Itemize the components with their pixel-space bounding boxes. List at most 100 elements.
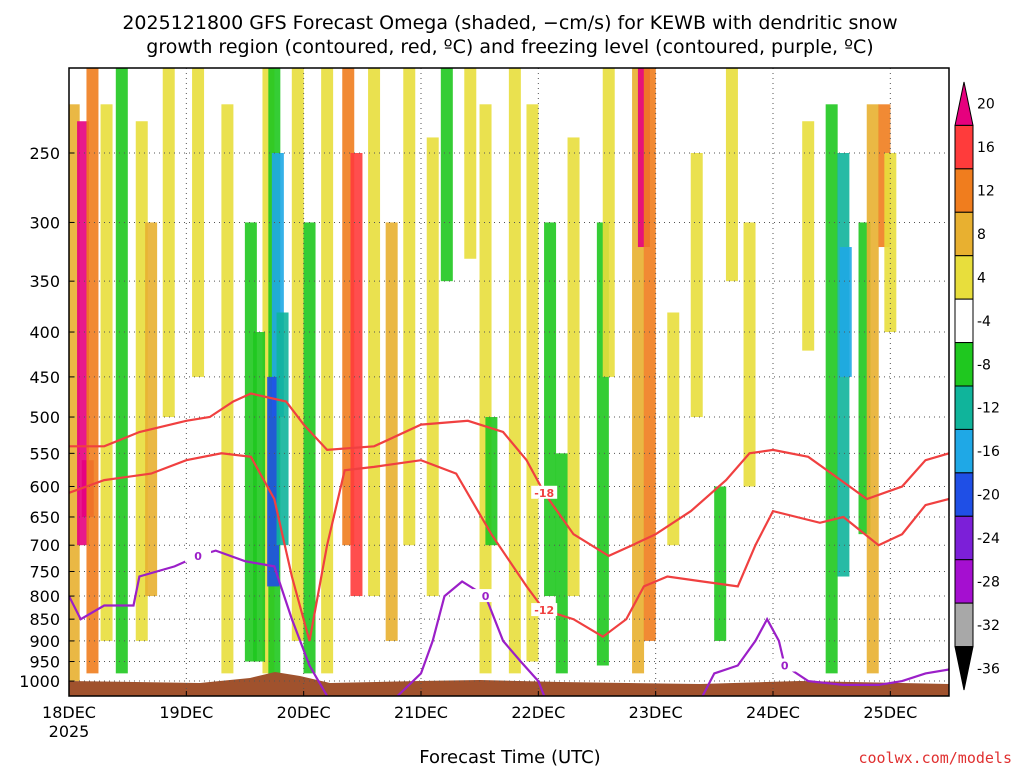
credit-text: coolwx.com/models bbox=[858, 749, 1012, 767]
contour-label-3: 0 bbox=[482, 590, 490, 603]
contours: -18 -12 0 0 0 bbox=[69, 392, 949, 696]
colorbar-swatch-10 bbox=[954, 515, 974, 561]
x-tick-label-21DEC: 21DEC bbox=[394, 703, 448, 722]
terrain-surface bbox=[69, 672, 949, 696]
y-tick-label-600: 600 bbox=[29, 477, 60, 496]
omega-column-47 bbox=[825, 104, 838, 674]
omega-column-43 bbox=[714, 486, 727, 641]
omega-column-32 bbox=[526, 104, 539, 662]
y-tick-label-650: 650 bbox=[29, 508, 60, 527]
y-tick-label-350: 350 bbox=[29, 272, 60, 291]
y-tick-label-300: 300 bbox=[29, 213, 60, 232]
omega-column-40 bbox=[643, 68, 656, 641]
colorbar-label-13: -36 bbox=[977, 661, 1000, 677]
colorbar-label-8: -16 bbox=[977, 444, 1000, 460]
colorbar-label-4: 4 bbox=[977, 270, 986, 286]
contour-label-0: -18 bbox=[534, 487, 554, 500]
contour-label-bg-2 bbox=[185, 548, 212, 562]
colorbar-swatch-0 bbox=[954, 81, 974, 126]
x-tick-label-22DEC: 22DEC bbox=[511, 703, 565, 722]
omega-column-49 bbox=[839, 247, 852, 377]
colorbar-label-11: -28 bbox=[977, 574, 1000, 590]
colorbar-label-6: -8 bbox=[977, 357, 991, 373]
contour-1 bbox=[69, 452, 949, 642]
colorbar-swatch-11 bbox=[954, 559, 974, 604]
omega-column-20 bbox=[321, 68, 334, 674]
omega-column-45 bbox=[743, 222, 756, 487]
colorbar-label-0: 20 bbox=[977, 97, 995, 113]
omega-column-24 bbox=[385, 222, 398, 641]
omega-column-6 bbox=[135, 121, 148, 641]
contour-label-bg-3 bbox=[472, 589, 499, 603]
plot-frame bbox=[68, 67, 950, 697]
omega-column-41 bbox=[667, 312, 680, 546]
x-year-label: 2025 bbox=[49, 722, 90, 741]
omega-column-35 bbox=[567, 137, 580, 597]
omega-column-0 bbox=[69, 104, 80, 682]
contour-label-bg-0 bbox=[531, 485, 558, 499]
contour-0 bbox=[69, 392, 949, 558]
y-tick-label-900: 900 bbox=[29, 632, 60, 651]
omega-column-31 bbox=[508, 68, 521, 674]
y-tick-label-750: 750 bbox=[29, 562, 60, 581]
y-tick-label-500: 500 bbox=[29, 408, 60, 427]
y-axis: 250 300 350 400 450 500 550 600 650 700 750 800 850 9… bbox=[19, 144, 74, 691]
colorbar-swatch-13 bbox=[954, 646, 974, 691]
plot-area: -18 -12 0 0 0 bbox=[69, 68, 949, 696]
omega-column-27 bbox=[440, 68, 453, 282]
omega-column-16 bbox=[267, 376, 280, 587]
x-tick-label-23DEC: 23DEC bbox=[629, 703, 683, 722]
omega-column-30 bbox=[485, 417, 498, 546]
omega-column-19 bbox=[303, 222, 316, 674]
omega-column-26 bbox=[426, 137, 439, 597]
y-tick-label-950: 950 bbox=[29, 653, 60, 672]
colorbar-swatch-12 bbox=[954, 602, 974, 648]
x-axis: 18DEC 19DEC 20DEC 21DEC 22DEC 23DEC 24DEC 25DEC bbox=[42, 691, 917, 722]
omega-column-7 bbox=[145, 222, 158, 597]
grid bbox=[69, 68, 949, 696]
omega-column-17 bbox=[276, 312, 289, 546]
omega-column-10 bbox=[221, 104, 234, 674]
x-tick-label-18DEC: 18DEC bbox=[42, 703, 96, 722]
omega-column-18 bbox=[291, 68, 304, 641]
contour-label-2: 0 bbox=[194, 550, 202, 563]
omega-column-3 bbox=[86, 68, 99, 674]
contour-label-1: -12 bbox=[534, 604, 554, 617]
contour-label-bg-4 bbox=[771, 658, 798, 672]
terrain bbox=[69, 672, 949, 696]
y-tick-label-550: 550 bbox=[29, 444, 60, 463]
colorbar-swatch-5 bbox=[954, 298, 974, 344]
colorbar-label-12: -32 bbox=[977, 618, 1000, 634]
omega-column-8 bbox=[162, 68, 175, 418]
omega-column-22 bbox=[350, 152, 363, 597]
omega-column-34 bbox=[555, 453, 568, 674]
colorbar-label-7: -12 bbox=[977, 401, 1000, 417]
omega-column-28 bbox=[464, 68, 477, 259]
y-tick-label-850: 850 bbox=[29, 610, 60, 629]
x-tick-label-19DEC: 19DEC bbox=[159, 703, 213, 722]
y-tick-label-250: 250 bbox=[29, 144, 60, 163]
y-tick-label-1000: 1000 bbox=[19, 672, 60, 691]
colorbar-swatch-9 bbox=[954, 472, 974, 517]
colorbar-label-5: -4 bbox=[977, 314, 991, 330]
colorbar-swatch-8 bbox=[954, 428, 974, 474]
omega-column-4 bbox=[100, 104, 113, 641]
colorbar: 20 16 12 8 4 -4 -8 -12 -16 -20 -24 -28 -32 -36 bbox=[954, 81, 1000, 691]
omega-column-44 bbox=[725, 68, 738, 282]
colorbar-label-10: -24 bbox=[977, 531, 1000, 547]
omega-column-33 bbox=[544, 222, 557, 597]
y-tick-label-450: 450 bbox=[29, 368, 60, 387]
colorbar-swatch-1 bbox=[954, 124, 974, 170]
colorbar-label-2: 12 bbox=[977, 184, 995, 200]
x-tick-label-24DEC: 24DEC bbox=[746, 703, 800, 722]
contour-label-bg-1 bbox=[531, 603, 558, 617]
colorbar-swatch-7 bbox=[954, 385, 974, 430]
y-tick-label-700: 700 bbox=[29, 536, 60, 555]
omega-column-53 bbox=[884, 152, 897, 333]
omega-column-37 bbox=[602, 68, 615, 377]
omega-shading bbox=[69, 68, 897, 682]
omega-column-1 bbox=[77, 121, 90, 546]
omega-column-46 bbox=[802, 121, 815, 351]
x-axis-label: Forecast Time (UTC) bbox=[419, 747, 600, 768]
